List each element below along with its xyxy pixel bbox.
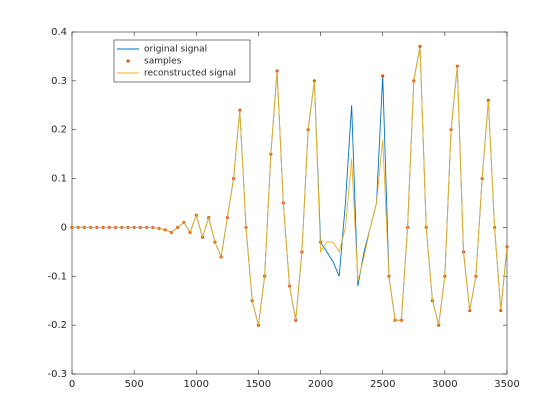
y-tick-label: -0.3 (47, 369, 67, 380)
x-tick-label: 500 (125, 379, 144, 390)
signal-line (72, 46, 508, 326)
x-tick-label: 1000 (184, 379, 209, 390)
plot-area (71, 31, 508, 375)
legend-marker (126, 59, 130, 63)
y-tick-label: 0.4 (51, 27, 67, 38)
x-tick-label: 2000 (308, 379, 333, 390)
legend-label: samples (144, 57, 182, 67)
y-tick-label: 0.3 (51, 76, 67, 87)
x-tick-label: 0 (69, 379, 75, 390)
legend-box (113, 39, 251, 83)
x-tick-label: 3500 (494, 379, 519, 390)
y-tick-label: -0.1 (47, 271, 67, 282)
legend-label: original signal (144, 45, 207, 55)
y-tick-label: 0 (61, 222, 67, 233)
x-tick-label: 3000 (432, 379, 457, 390)
x-tick-label: 1500 (246, 379, 271, 390)
y-tick-label: 0.1 (51, 174, 67, 185)
sample-marker (381, 74, 385, 78)
legend-label: reconstructed signal (144, 69, 236, 79)
y-tick-label: 0.2 (51, 125, 67, 136)
y-tick-label: -0.2 (47, 320, 67, 331)
x-tick-label: 2500 (370, 379, 395, 390)
